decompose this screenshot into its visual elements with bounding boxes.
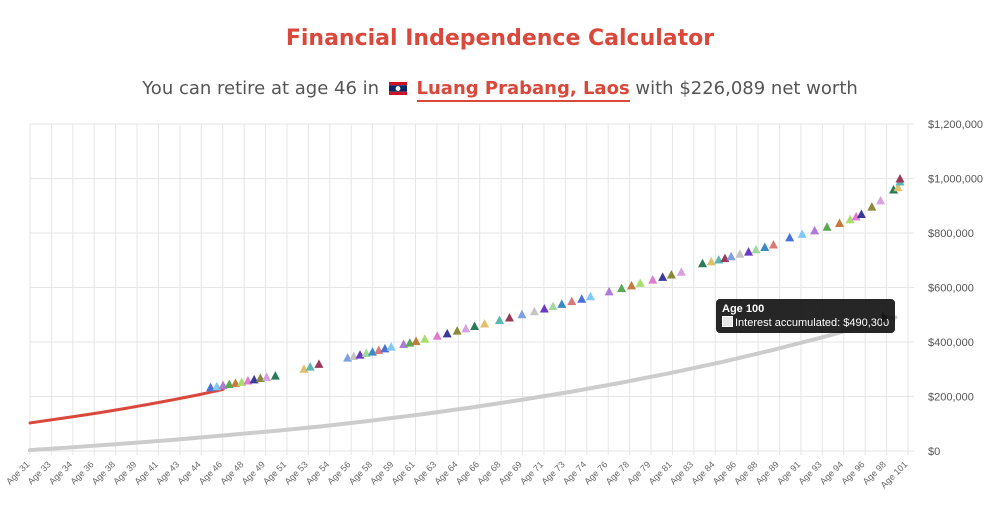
projection-marker	[797, 229, 807, 238]
projection-marker	[851, 211, 861, 221]
projection-marker	[299, 364, 309, 373]
projection-marker	[249, 374, 259, 384]
y-axis: $0 $200,000 $400,000 $600,000 $800,000 $1,000…	[928, 119, 983, 458]
projection-marker	[585, 291, 595, 301]
tooltip-swatch	[722, 316, 733, 327]
projection-marker	[349, 351, 359, 360]
projection-marker	[480, 319, 490, 328]
projection-marker	[495, 315, 505, 324]
projection-marker	[726, 251, 736, 261]
projection-marker	[751, 244, 761, 254]
projection-marker	[845, 214, 855, 224]
projection-marker	[386, 342, 396, 351]
projection-marker	[835, 218, 845, 227]
projection-marker	[452, 326, 462, 335]
projection-marker	[895, 174, 905, 183]
projection-marker	[893, 182, 903, 192]
projection-marker	[876, 195, 886, 205]
chart-tooltip: Age 100 Interest accumulated: $490,300	[716, 299, 896, 333]
y-tick-label: $800,000	[928, 228, 974, 240]
projection-marker	[548, 301, 558, 311]
projection-marker	[361, 348, 371, 357]
y-tick-label: $1,200,000	[928, 119, 983, 131]
projection-marker	[810, 225, 820, 235]
projection-marker	[658, 272, 668, 281]
summary-prefix: You can retire at age 46 in	[142, 78, 380, 99]
projection-marker	[698, 258, 708, 268]
projection-marker	[529, 306, 539, 316]
projection-marker	[539, 304, 549, 313]
projection-marker	[760, 242, 770, 251]
projection-marker	[867, 202, 877, 211]
city-link[interactable]: Luang Prabang, Laos	[416, 78, 630, 102]
projection-marker	[617, 283, 627, 293]
projection-marker	[785, 232, 795, 242]
projection-marker	[432, 331, 442, 340]
projection-marker	[399, 339, 409, 348]
projection-marker	[517, 309, 527, 319]
projection-marker	[706, 256, 716, 266]
projection-marker	[577, 294, 587, 303]
projection-marker	[735, 249, 745, 258]
projection-marker	[255, 373, 265, 383]
projection-marker	[314, 359, 324, 368]
projection-marker	[648, 275, 658, 284]
y-tick-label: $0	[928, 446, 940, 458]
tooltip-row: Interest accumulated: $490,300	[722, 316, 889, 329]
y-tick-label: $1,000,000	[928, 174, 983, 186]
projection-marker	[856, 209, 866, 218]
interest-line	[28, 315, 898, 453]
projection-marker	[889, 184, 899, 194]
tooltip-caret	[882, 312, 888, 324]
projection-marker	[567, 296, 577, 306]
projection-marker	[461, 323, 471, 333]
projection-marker	[218, 380, 228, 390]
projection-marker	[470, 321, 480, 330]
chart-grid	[29, 123, 914, 455]
projection-marker	[557, 299, 567, 308]
y-tick-label: $600,000	[928, 283, 974, 295]
projection-marker	[442, 328, 452, 338]
page-title: Financial Independence Calculator	[285, 26, 715, 51]
projection-marker	[230, 378, 240, 387]
projection-marker	[212, 381, 222, 391]
tooltip-title: Age 100	[722, 303, 765, 315]
projection-marker	[744, 247, 754, 256]
projection-marker	[420, 334, 430, 343]
retirement-summary: You can retire at age 46 in Luang Praban…	[0, 78, 1000, 102]
projection-marker	[224, 379, 234, 389]
projection-marker	[243, 375, 253, 385]
projection-marker	[666, 269, 676, 279]
projection-marker	[676, 267, 686, 276]
projection-marker	[635, 278, 645, 287]
projection-marker	[822, 222, 832, 231]
tooltip-label: Interest accumulated: $490,300	[735, 317, 890, 329]
summary-suffix: with $226,089 net worth	[635, 78, 858, 99]
y-tick-label: $400,000	[928, 337, 974, 349]
projection-marker	[305, 362, 315, 371]
projection-marker	[627, 280, 637, 290]
chart-lines	[28, 315, 898, 453]
projection-marker	[604, 286, 614, 296]
projection-marker	[206, 382, 216, 392]
y-tick-label: $200,000	[928, 392, 974, 404]
projection-marker	[262, 372, 272, 381]
laos-flag-icon	[388, 82, 407, 95]
projection-marker	[768, 239, 778, 249]
chart-markers	[206, 174, 905, 392]
projection-marker	[237, 377, 247, 386]
projection-marker	[411, 336, 421, 345]
projection-marker	[270, 371, 280, 380]
networth-line	[28, 387, 225, 425]
projection-marker	[504, 313, 514, 322]
